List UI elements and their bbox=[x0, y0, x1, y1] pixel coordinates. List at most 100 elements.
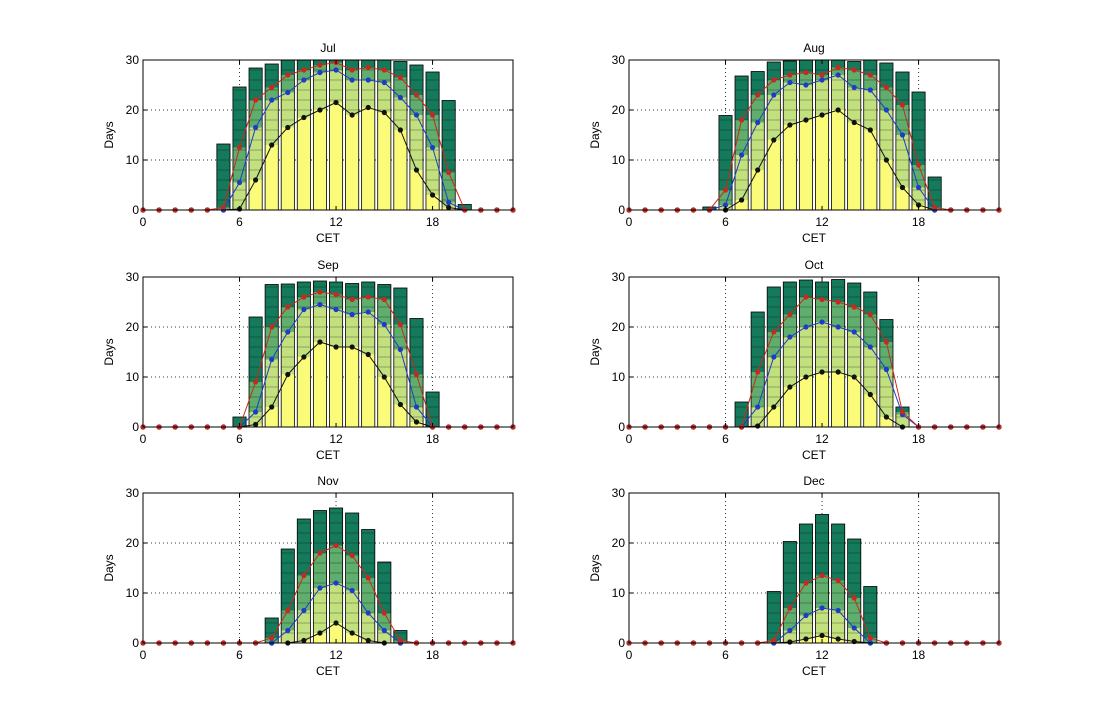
series-line-red bbox=[143, 544, 513, 643]
x-tick-label: 18 bbox=[426, 215, 440, 229]
y-tick-label: 20 bbox=[126, 103, 140, 117]
bar-segment bbox=[313, 65, 327, 73]
series-line-blue bbox=[143, 303, 513, 427]
bar-segment bbox=[265, 100, 279, 145]
series-point-blue bbox=[397, 94, 403, 101]
bar-segment bbox=[297, 357, 311, 427]
bar bbox=[377, 60, 392, 210]
bar bbox=[361, 281, 376, 427]
x-tick-label: 0 bbox=[626, 215, 633, 229]
y-tick-label: 30 bbox=[126, 486, 140, 500]
bar-segment bbox=[393, 61, 407, 78]
series-point-red bbox=[397, 637, 403, 644]
bar-segment bbox=[232, 182, 247, 209]
series-point-red bbox=[835, 577, 841, 584]
series-point-black bbox=[819, 632, 825, 639]
bar-segment bbox=[879, 417, 893, 427]
series-point-blue bbox=[349, 311, 355, 318]
bar-segment bbox=[329, 294, 343, 310]
bar bbox=[296, 281, 311, 427]
bar-segment bbox=[895, 187, 910, 210]
bar-segment bbox=[281, 127, 295, 210]
bar-segment bbox=[361, 60, 375, 68]
series-point-black bbox=[301, 354, 307, 360]
plot-content bbox=[143, 60, 513, 210]
bar bbox=[782, 281, 797, 427]
bar bbox=[409, 318, 424, 427]
plot-area bbox=[143, 60, 513, 210]
bar-segment bbox=[361, 529, 375, 578]
bar-segment bbox=[425, 72, 440, 115]
bar bbox=[702, 206, 717, 210]
bar-segment bbox=[393, 97, 407, 130]
bar-segment bbox=[751, 122, 765, 170]
bar-segment bbox=[345, 513, 359, 556]
bar-segment bbox=[783, 75, 797, 83]
bar-segment bbox=[863, 75, 877, 90]
bar-segment bbox=[393, 288, 407, 325]
bar-segment bbox=[783, 608, 797, 631]
series-point-blue bbox=[333, 580, 339, 586]
bar-segment bbox=[377, 299, 391, 325]
subplot-jul: 0 6 12 18 0 10 20 30 Jul CET Days bbox=[102, 41, 516, 245]
bar-segment bbox=[815, 608, 829, 636]
series-point-red bbox=[253, 97, 259, 103]
bar-segment bbox=[281, 332, 295, 375]
bar-segment bbox=[216, 144, 231, 208]
bar bbox=[425, 71, 440, 210]
bar-segment bbox=[442, 100, 456, 173]
bar-segment bbox=[831, 610, 845, 639]
bar-segment bbox=[879, 87, 893, 110]
bar bbox=[782, 541, 797, 643]
bar-segment bbox=[361, 67, 375, 80]
bar-segment bbox=[232, 147, 247, 183]
bar bbox=[895, 71, 910, 210]
series-point-blue bbox=[333, 306, 339, 313]
bar-segment bbox=[313, 110, 327, 210]
bar-segment bbox=[361, 297, 375, 312]
bar bbox=[879, 319, 894, 427]
series-point-blue bbox=[269, 356, 275, 363]
subplot-aug: 0 6 12 18 0 10 20 30 Aug CET Days bbox=[588, 41, 1002, 245]
bar-segment bbox=[281, 60, 295, 75]
series-point-blue bbox=[915, 184, 922, 191]
series-point-blue bbox=[413, 112, 420, 118]
y-tick-label: 30 bbox=[612, 486, 626, 500]
bar-segment bbox=[815, 299, 829, 322]
x-tick-label: 18 bbox=[912, 432, 926, 446]
series-point-black bbox=[397, 127, 403, 133]
series-point-black bbox=[253, 421, 259, 428]
bar-segment bbox=[751, 71, 765, 95]
bar-segment bbox=[265, 407, 279, 427]
series-point-blue bbox=[446, 199, 452, 206]
bar-segment bbox=[831, 372, 845, 427]
x-axis-label: CET bbox=[316, 448, 341, 462]
subplot-dec: 0 6 12 18 0 10 20 30 Dec CET Days bbox=[588, 474, 1002, 678]
series-point-red bbox=[269, 324, 275, 330]
series-point-black bbox=[381, 374, 387, 380]
series-point-blue bbox=[397, 346, 403, 353]
series-point-red bbox=[301, 294, 307, 300]
bar-segment bbox=[847, 87, 861, 123]
bar bbox=[312, 280, 327, 427]
y-tick-label: 20 bbox=[612, 320, 626, 334]
bar bbox=[377, 561, 392, 643]
x-axis-label: CET bbox=[802, 664, 827, 678]
bar-segment bbox=[911, 92, 926, 165]
plot-area bbox=[143, 277, 513, 427]
bar-segment bbox=[265, 618, 279, 638]
bar-segment bbox=[249, 100, 263, 128]
bar bbox=[734, 75, 749, 210]
subplot-nov: 0 6 12 18 0 10 20 30 Nov CET Days bbox=[102, 474, 516, 678]
bar-segment bbox=[879, 369, 893, 417]
series-point-black bbox=[349, 630, 355, 636]
bar-segment bbox=[409, 170, 424, 210]
series-point-blue bbox=[365, 610, 371, 616]
series-point-red bbox=[349, 552, 355, 559]
y-tick-label: 30 bbox=[612, 270, 626, 284]
bar-segment bbox=[831, 279, 845, 302]
x-tick-label: 12 bbox=[329, 215, 343, 229]
bar-segment bbox=[377, 284, 391, 300]
bar-segment bbox=[879, 160, 893, 210]
series-point-blue bbox=[413, 404, 420, 410]
